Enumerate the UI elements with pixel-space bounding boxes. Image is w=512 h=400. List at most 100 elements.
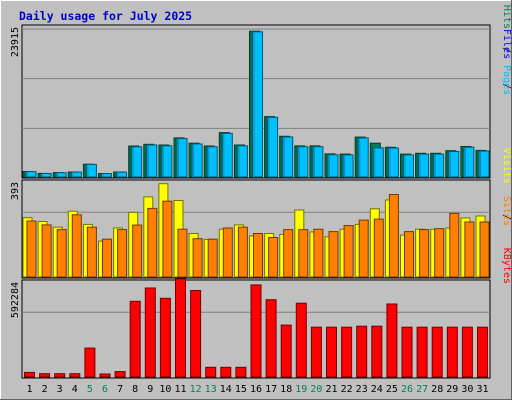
- kbytes-bar-day-5: [84, 347, 96, 378]
- pages-bar-day-21: [327, 154, 339, 178]
- label-separator: /: [501, 47, 512, 53]
- day-label: 7: [117, 384, 123, 395]
- pages-bar-day-26: [403, 154, 414, 178]
- sites-bar-day-4: [71, 214, 82, 278]
- kbytes-bar-day-9: [144, 287, 156, 378]
- day-label: 20: [310, 384, 322, 395]
- kbytes-bar-day-13: [205, 366, 217, 378]
- pages-bar-day-12: [191, 143, 203, 178]
- pages-bar-day-2: [40, 173, 52, 178]
- sites-bar-day-27: [419, 229, 430, 278]
- day-label: 9: [147, 384, 153, 395]
- pages-bar-day-24: [372, 147, 384, 178]
- series-label: Files: [501, 29, 512, 59]
- kbytes-bar-day-29: [446, 326, 458, 378]
- kbytes-bar-day-8: [129, 300, 141, 378]
- sites-bar-day-15: [237, 226, 248, 278]
- kbytes-bar-day-22: [341, 326, 353, 378]
- day-axis: 1 2 3 4 5 6 7 8 9 10 11 12 13 14 15 16 17 18 19 20 21 22 23 24 2…: [26, 384, 488, 395]
- day-label: 18: [280, 384, 292, 395]
- sites-bar-day-22: [343, 225, 354, 278]
- ymax-label: 23915: [10, 27, 21, 57]
- pages-bar-day-7: [116, 171, 128, 178]
- day-label: 29: [446, 384, 458, 395]
- pages-bar-day-5: [85, 163, 97, 178]
- kbytes-bar-day-20: [310, 326, 322, 378]
- kbytes-bar-day-27: [416, 326, 428, 378]
- ymax-label: 393: [10, 182, 21, 200]
- sites-bar-day-21: [328, 231, 339, 278]
- sites-bar-day-17: [268, 237, 279, 278]
- sites-bar-day-7: [117, 229, 128, 278]
- sites-bar-day-25: [388, 194, 399, 278]
- sites-bar-day-13: [207, 238, 218, 278]
- pages-bar-day-17: [267, 116, 279, 178]
- kbytes-bar-day-4: [69, 373, 81, 378]
- day-label: 17: [265, 384, 277, 395]
- sites-bar-day-23: [358, 219, 369, 278]
- pages-bar-day-22: [342, 154, 354, 178]
- pages-bar-day-11: [176, 138, 188, 178]
- sites-bar-day-12: [192, 238, 203, 278]
- pages-bar-day-27: [418, 153, 430, 178]
- kbytes-bar-day-15: [235, 366, 247, 378]
- day-label: 22: [341, 384, 353, 395]
- day-label: 10: [159, 384, 171, 395]
- sites-bar-day-6: [102, 238, 112, 278]
- sites-bar-day-5: [86, 226, 97, 278]
- series-label: Sites: [501, 196, 512, 226]
- kbytes-bar-day-2: [39, 373, 51, 378]
- pages-bar-day-4: [70, 171, 82, 178]
- chart-title: Daily usage for July 2025: [19, 9, 192, 23]
- kbytes-bar-day-19: [295, 302, 307, 378]
- sites-bar-day-11: [177, 228, 188, 278]
- day-label: 1: [26, 384, 32, 395]
- day-label: 24: [371, 384, 383, 395]
- kbytes-bar-day-28: [431, 326, 443, 378]
- sites-bar-day-19: [298, 229, 309, 278]
- label-separator: /: [501, 83, 512, 89]
- kbytes-bar-day-3: [54, 373, 66, 378]
- day-label: 23: [356, 384, 368, 395]
- series-label: Pages: [501, 65, 512, 95]
- kbytes-bar-day-10: [159, 297, 171, 378]
- kbytes-bar-day-21: [326, 326, 337, 378]
- pages-bar-day-23: [357, 137, 369, 178]
- sites-bar-day-16: [253, 233, 263, 278]
- pages-bar-day-6: [101, 173, 112, 178]
- sites-bar-day-8: [132, 224, 143, 278]
- sites-bar-day-26: [404, 231, 414, 278]
- series-label: Visits: [501, 148, 512, 184]
- day-label: 3: [57, 384, 63, 395]
- pages-bar-day-20: [312, 146, 324, 178]
- day-label: 16: [250, 384, 262, 395]
- day-label: 2: [42, 384, 48, 395]
- pages-bar-day-28: [433, 153, 445, 178]
- day-label: 6: [102, 384, 108, 395]
- day-label: 11: [174, 384, 186, 395]
- day-label: 12: [190, 384, 202, 395]
- kbytes-bar-day-16: [250, 284, 262, 378]
- pages-bar-day-8: [131, 146, 143, 178]
- pages-bar-day-1: [25, 171, 37, 178]
- kbytes-bar-day-14: [220, 366, 232, 378]
- sites-bar-day-24: [373, 218, 384, 278]
- ymax-label: 592284: [10, 282, 21, 318]
- kbytes-bar-day-24: [371, 325, 383, 378]
- sites-bar-day-10: [162, 200, 173, 278]
- day-label: 13: [205, 384, 217, 395]
- day-label: 28: [431, 384, 443, 395]
- sites-bar-day-30: [464, 221, 475, 278]
- sites-bar-day-14: [222, 227, 233, 278]
- day-label: 26: [401, 384, 413, 395]
- pages-bar-day-13: [206, 146, 218, 178]
- pages-bar-day-10: [161, 145, 173, 178]
- sites-bar-day-20: [313, 228, 324, 278]
- series-label: KBytes: [501, 248, 512, 284]
- pages-bar-day-31: [478, 150, 490, 178]
- sites-bar-day-9: [147, 207, 158, 278]
- sites-bar-day-18: [283, 229, 294, 278]
